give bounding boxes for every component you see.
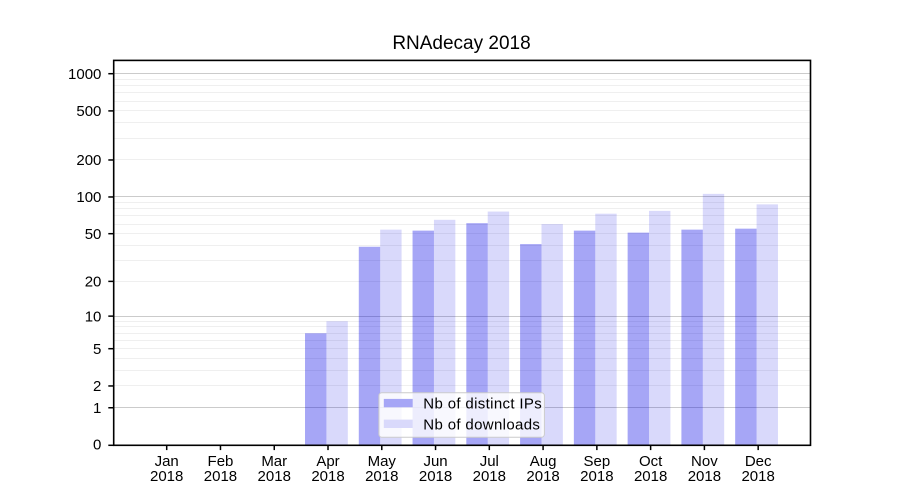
svg-text:RNAdecay 2018: RNAdecay 2018 (392, 33, 530, 54)
svg-text:Jul: Jul (480, 453, 499, 470)
svg-text:Jan: Jan (155, 453, 179, 470)
svg-text:Jun: Jun (423, 453, 447, 470)
svg-text:50: 50 (85, 226, 102, 243)
svg-text:5: 5 (93, 341, 101, 358)
svg-text:Apr: Apr (316, 453, 339, 470)
svg-text:20: 20 (85, 274, 102, 291)
svg-text:2018: 2018 (365, 468, 398, 485)
svg-text:0: 0 (93, 437, 101, 454)
svg-text:100: 100 (76, 189, 101, 206)
svg-text:2018: 2018 (688, 468, 721, 485)
svg-text:Feb: Feb (208, 453, 234, 470)
svg-text:2018: 2018 (526, 468, 559, 485)
svg-text:Nb of downloads: Nb of downloads (423, 416, 540, 433)
svg-text:2018: 2018 (580, 468, 613, 485)
svg-text:2018: 2018 (634, 468, 667, 485)
svg-text:2: 2 (93, 378, 101, 395)
svg-text:Oct: Oct (639, 453, 663, 470)
svg-text:2018: 2018 (150, 468, 183, 485)
svg-text:10: 10 (85, 308, 102, 325)
svg-text:2018: 2018 (204, 468, 237, 485)
svg-text:1: 1 (93, 400, 101, 417)
svg-text:200: 200 (76, 152, 101, 169)
svg-text:Mar: Mar (261, 453, 287, 470)
svg-text:500: 500 (76, 103, 101, 120)
svg-text:Nb of distinct IPs: Nb of distinct IPs (423, 396, 542, 413)
svg-text:2018: 2018 (311, 468, 344, 485)
svg-text:Dec: Dec (745, 453, 772, 470)
svg-text:1000: 1000 (68, 66, 101, 83)
svg-text:Aug: Aug (530, 453, 557, 470)
svg-text:2018: 2018 (473, 468, 506, 485)
svg-text:May: May (368, 453, 397, 470)
svg-text:2018: 2018 (741, 468, 774, 485)
svg-text:2018: 2018 (419, 468, 452, 485)
svg-text:Nov: Nov (691, 453, 718, 470)
svg-text:2018: 2018 (258, 468, 291, 485)
svg-text:Sep: Sep (584, 453, 611, 470)
